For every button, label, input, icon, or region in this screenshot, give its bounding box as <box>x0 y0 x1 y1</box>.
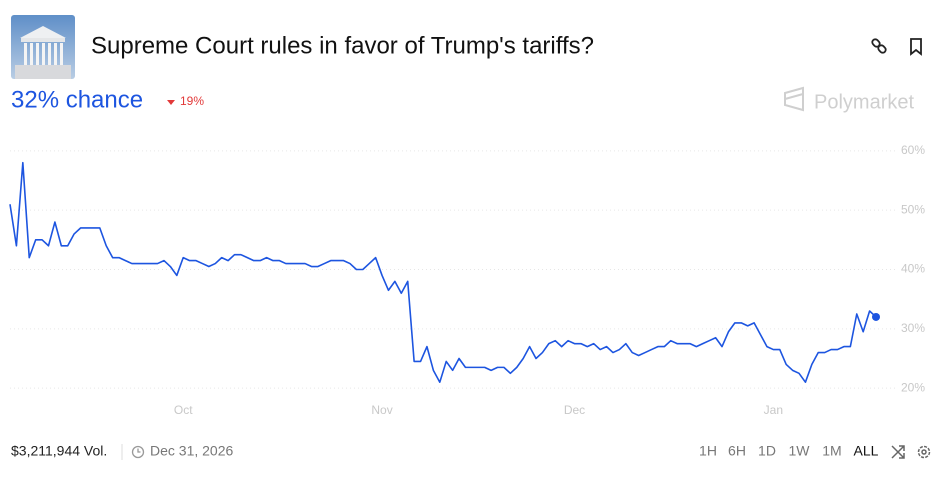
end-dot <box>872 312 880 321</box>
range-buttons: 1H 6H 1D 1W 1M ALL <box>699 443 879 459</box>
change: 19% <box>180 94 204 108</box>
range-button[interactable]: 1H <box>699 443 717 459</box>
x-tick-label: Jan <box>764 403 783 417</box>
x-tick-label: Oct <box>174 403 193 417</box>
link-icon[interactable] <box>871 38 887 54</box>
range-button[interactable]: ALL <box>854 443 879 459</box>
plot: 20% 30% 40% 50% 60% Oct Nov Dec Jan <box>9 143 925 417</box>
thumbnail <box>11 15 75 79</box>
volume: $3,211,944 Vol. <box>11 443 107 459</box>
y-tick-label: 30% <box>901 321 925 335</box>
price-line <box>9 161 877 383</box>
bookmark-icon[interactable] <box>910 38 922 56</box>
x-tick-label: Dec <box>564 403 585 417</box>
y-tick-label: 20% <box>901 380 925 394</box>
title: Supreme Court rules in favor of Trump's … <box>91 32 594 59</box>
range-button[interactable]: 1M <box>822 443 841 459</box>
y-tick-label: 40% <box>901 262 925 276</box>
range-button[interactable]: 1W <box>789 443 811 459</box>
date: Dec 31, 2026 <box>150 443 233 459</box>
brand: Polymarket <box>814 91 914 113</box>
settings-icon[interactable] <box>917 445 931 459</box>
range-button[interactable]: 6H <box>728 443 746 459</box>
brand-logo <box>784 86 804 112</box>
y-tick-label: 50% <box>901 202 925 216</box>
y-tick-label: 60% <box>901 143 925 157</box>
down-arrow <box>167 100 175 105</box>
chance: 32% chance <box>11 86 143 113</box>
shuffle-icon[interactable] <box>891 445 905 459</box>
clock-icon <box>131 445 145 459</box>
x-tick-label: Nov <box>371 403 392 417</box>
range-button[interactable]: 1D <box>758 443 776 459</box>
